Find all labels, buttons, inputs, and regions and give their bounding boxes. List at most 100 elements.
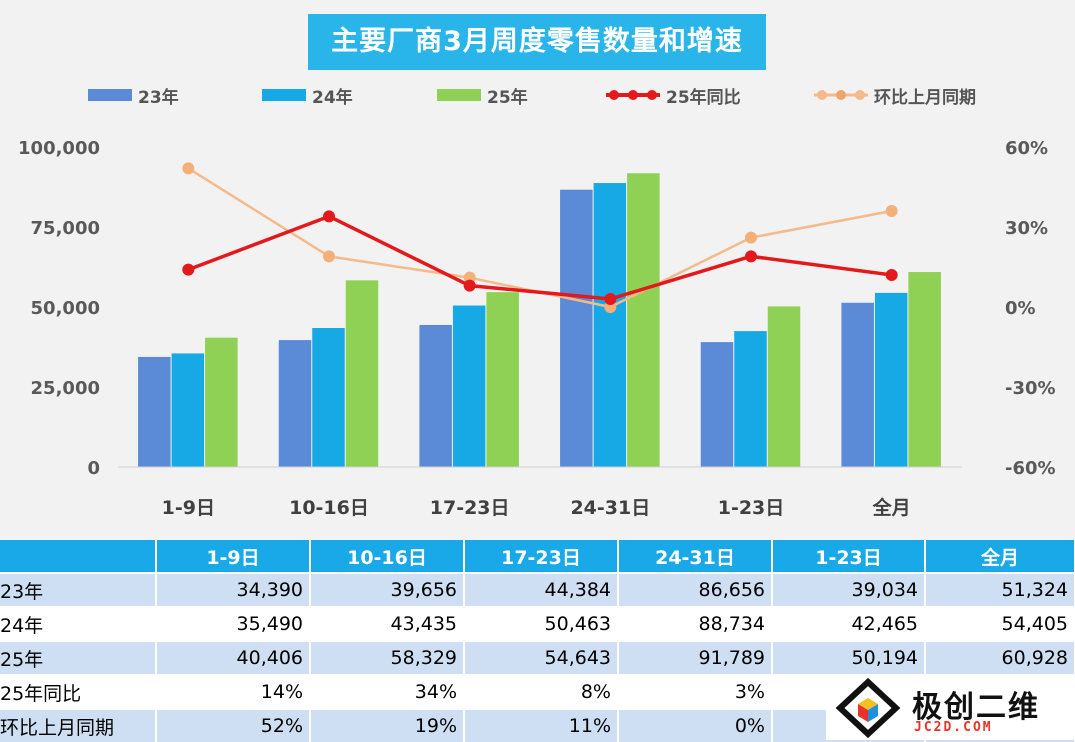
table-cell: 40,406 bbox=[156, 640, 311, 675]
x-tick-label: 10-16日 bbox=[289, 497, 369, 519]
bar-24年 bbox=[452, 305, 486, 467]
table-header-cell: 17-23日 bbox=[464, 540, 619, 573]
legend-item-yoy: 25年同比 bbox=[604, 84, 741, 108]
legend-swatch bbox=[262, 89, 306, 101]
bar-23年 bbox=[841, 302, 874, 467]
table-cell: 3% bbox=[618, 674, 773, 709]
plot-area: 0 25,000 50,000 75,000 100,000 -60% -30% 0% 30%… bbox=[18, 138, 1056, 519]
row-label: 环比上月同期 bbox=[0, 708, 157, 742]
y-right-tick-label: -60% bbox=[1005, 458, 1056, 479]
table-cell: 39,656 bbox=[310, 572, 465, 607]
legend-item-mom: 环比上月同期 bbox=[812, 84, 976, 108]
x-tick-label: 1-23日 bbox=[718, 497, 785, 519]
legend-label: 24年 bbox=[312, 87, 353, 108]
watermark: 极创二维 JC2D.COM bbox=[826, 676, 1075, 740]
bar-25年 bbox=[345, 280, 379, 467]
y-left-tick-label: 25,000 bbox=[31, 378, 100, 399]
row-label: 25年同比 bbox=[0, 674, 157, 709]
legend-line-swatch bbox=[814, 90, 868, 100]
y-left-tick-label: 100,000 bbox=[18, 138, 100, 159]
legend-item-23: 23年 bbox=[88, 84, 179, 108]
point-25年同比 bbox=[323, 210, 335, 223]
bar-25年 bbox=[205, 337, 238, 467]
y-right-tick-label: 60% bbox=[1005, 138, 1048, 159]
table-cell: 60,928 bbox=[925, 640, 1075, 675]
legend-label: 25年 bbox=[487, 87, 528, 108]
table-cell: 52% bbox=[156, 708, 311, 742]
x-tick-label: 1-9日 bbox=[162, 497, 215, 519]
table-cell: 11% bbox=[464, 708, 619, 742]
table-row: 24年 35,490 43,435 50,463 88,734 42,465 5… bbox=[0, 606, 1075, 641]
table-row: 25年 40,406 58,329 54,643 91,789 50,194 6… bbox=[0, 640, 1075, 675]
bar-25年 bbox=[767, 306, 801, 467]
y-left-tick-label: 50,000 bbox=[31, 298, 100, 319]
table-cell: 34% bbox=[310, 674, 465, 709]
table-cell: 14% bbox=[156, 674, 311, 709]
x-tick-label: 17-23日 bbox=[430, 497, 510, 519]
bar-24年 bbox=[874, 292, 908, 467]
table-cell: 42,465 bbox=[772, 606, 926, 641]
legend-swatch bbox=[437, 89, 481, 101]
table-cell: 34,390 bbox=[156, 572, 311, 607]
bar-25年 bbox=[627, 173, 660, 467]
table-row: 23年 34,390 39,656 44,384 86,656 39,034 5… bbox=[0, 572, 1075, 607]
watermark-url: JC2D.COM bbox=[914, 720, 993, 735]
legend-label: 23年 bbox=[138, 87, 179, 108]
chart-area: 主要厂商3月周度零售数量和增速 23年 24年 25年 25年同比 环比上月同期… bbox=[0, 0, 1075, 540]
table-header-cell: 全月 bbox=[925, 540, 1075, 573]
point-25年同比 bbox=[182, 263, 195, 276]
bar-24年 bbox=[593, 183, 627, 467]
legend-label: 环比上月同期 bbox=[874, 87, 976, 108]
point-环比上月同期 bbox=[885, 205, 898, 217]
table-cell: 51,324 bbox=[925, 572, 1075, 607]
y-right-tick-label: 30% bbox=[1005, 218, 1048, 239]
point-环比上月同期 bbox=[182, 162, 195, 175]
table-cell: 44,384 bbox=[464, 572, 619, 607]
table-cell: 54,405 bbox=[925, 606, 1075, 641]
table-header-cell: 10-16日 bbox=[310, 540, 465, 573]
table-cell: 19% bbox=[310, 708, 465, 742]
legend-line-swatch bbox=[606, 90, 660, 100]
table-header-cell bbox=[0, 540, 157, 573]
table-header-cell: 24-31日 bbox=[618, 540, 773, 573]
bar-23年 bbox=[560, 189, 593, 467]
table-cell: 8% bbox=[464, 674, 619, 709]
table-cell: 50,463 bbox=[464, 606, 619, 641]
table-header-row: 1-9日 10-16日 17-23日 24-31日 1-23日 全月 bbox=[0, 540, 1075, 573]
bar-23年 bbox=[138, 356, 171, 467]
data-table: 1-9日 10-16日 17-23日 24-31日 1-23日 全月 23年 3… bbox=[0, 540, 1075, 742]
point-25年同比 bbox=[463, 279, 476, 292]
table-header-cell: 1-9日 bbox=[156, 540, 311, 573]
chart-title: 主要厂商3月周度零售数量和增速 bbox=[308, 14, 766, 70]
legend-item-25: 25年 bbox=[437, 84, 528, 108]
table-cell: 43,435 bbox=[310, 606, 465, 641]
table-cell: 39,034 bbox=[772, 572, 926, 607]
x-tick-label: 24-31日 bbox=[570, 497, 650, 519]
row-label: 23年 bbox=[0, 572, 157, 607]
table-cell: 35,490 bbox=[156, 606, 311, 641]
bar-24年 bbox=[312, 328, 345, 467]
y-right-tick-label: 0% bbox=[1005, 298, 1036, 319]
point-25年同比 bbox=[604, 293, 617, 305]
bar-24年 bbox=[734, 331, 767, 467]
legend-label: 25年同比 bbox=[666, 87, 741, 108]
point-环比上月同期 bbox=[745, 231, 757, 244]
table-cell: 86,656 bbox=[618, 572, 773, 607]
y-right-tick-label: -30% bbox=[1005, 378, 1056, 399]
bar-25年 bbox=[486, 292, 519, 467]
table-header-cell: 1-23日 bbox=[772, 540, 926, 573]
y-left-tick-label: 0 bbox=[87, 458, 100, 479]
y-left-tick-label: 75,000 bbox=[31, 218, 100, 239]
point-25年同比 bbox=[745, 250, 757, 263]
x-tick-label: 全月 bbox=[872, 496, 911, 519]
table-cell: 0% bbox=[618, 708, 773, 742]
legend-swatch bbox=[88, 89, 132, 101]
table-cell: 50,194 bbox=[772, 640, 926, 675]
cube-logo-icon bbox=[835, 678, 901, 738]
line-25年同比 bbox=[187, 214, 892, 301]
line-环比上月同期 bbox=[187, 167, 892, 309]
point-25年同比 bbox=[885, 269, 898, 281]
bar-23年 bbox=[700, 342, 734, 467]
table-cell: 91,789 bbox=[618, 640, 773, 675]
table-cell: 54,643 bbox=[464, 640, 619, 675]
